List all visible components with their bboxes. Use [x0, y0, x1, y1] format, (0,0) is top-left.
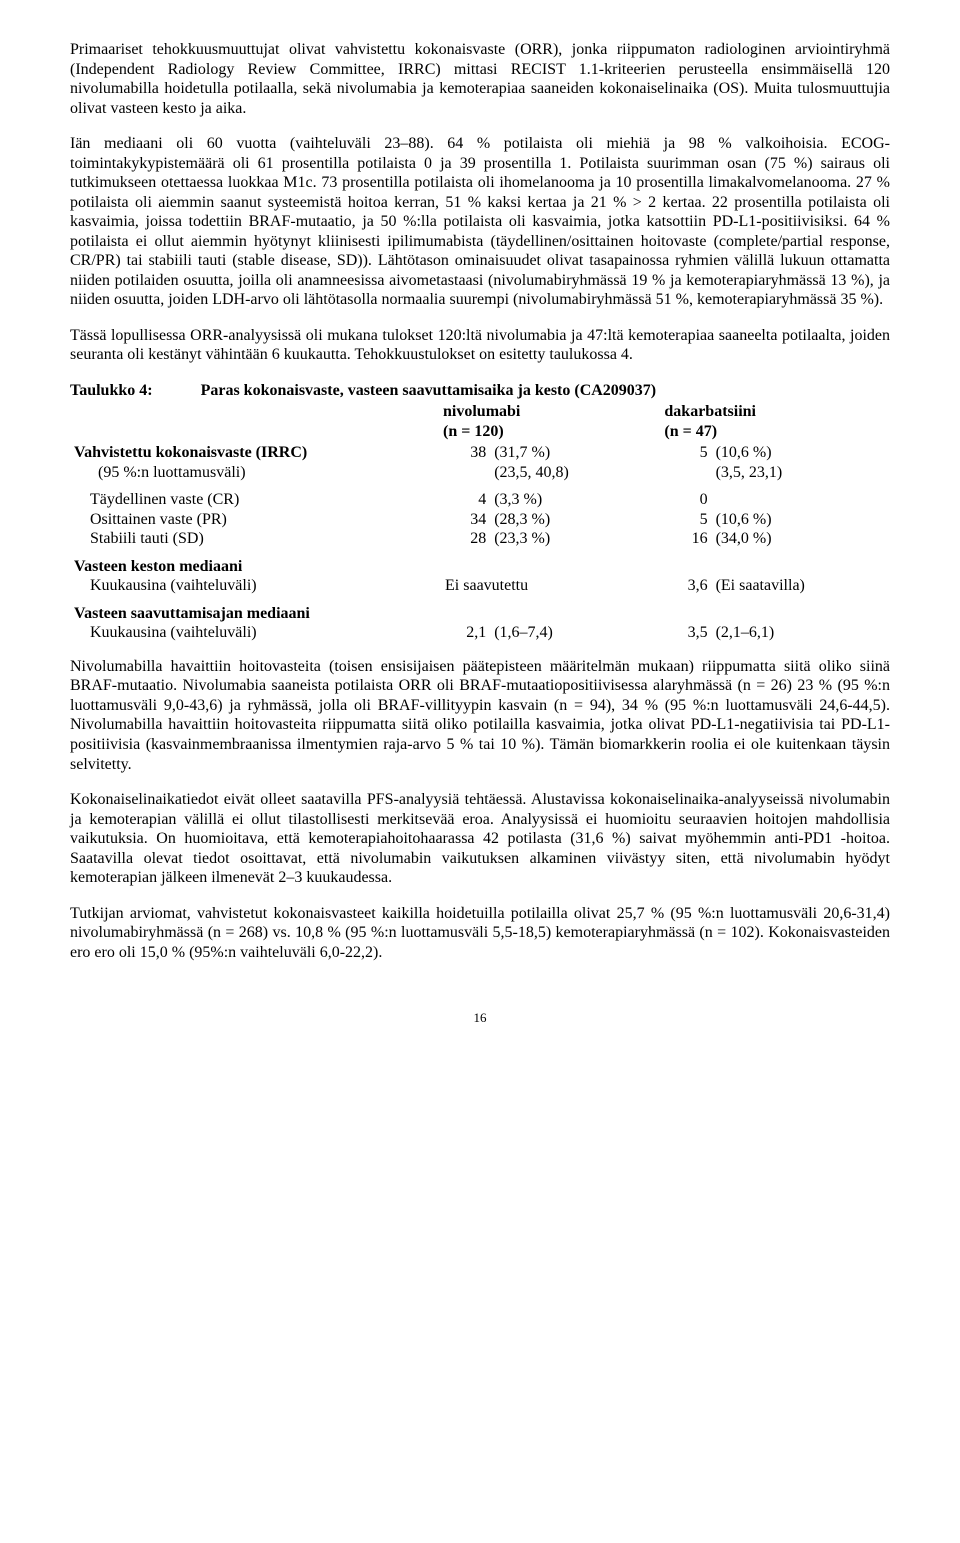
cell: 5	[660, 443, 709, 463]
row-heading: Vasteen saavuttamisajan mediaani	[70, 596, 439, 624]
table-row: Täydellinen vaste (CR) 4 (3,3 %) 0	[70, 482, 890, 510]
row-label: Osittainen vaste (PR)	[70, 510, 439, 530]
table-row: (95 %:n luottamusväli) (23,5, 40,8) (3,5…	[70, 463, 890, 483]
paragraph-6: Tutkijan arviomat, vahvistetut kokonaisv…	[70, 904, 890, 963]
cell: (3,3 %)	[488, 482, 660, 510]
cell: (28,3 %)	[488, 510, 660, 530]
table-row: Vasteen saavuttamisajan mediaani	[70, 596, 890, 624]
row-label: (95 %:n luottamusväli)	[70, 463, 439, 483]
row-label: Kuukausina (vaihteluväli)	[70, 623, 439, 643]
row-heading: Vasteen keston mediaani	[70, 549, 439, 577]
cell: (23,5, 40,8)	[488, 463, 660, 483]
paragraph-5: Kokonaiselinaikatiedot eivät olleet saat…	[70, 790, 890, 888]
cell: (Ei saatavilla)	[710, 576, 890, 596]
paragraph-4: Nivolumabilla havaittiin hoitovasteita (…	[70, 657, 890, 774]
col-nivolumabi: nivolumabi (n = 120)	[439, 402, 660, 443]
cell: 5	[660, 510, 709, 530]
row-label: Kuukausina (vaihteluväli)	[70, 576, 439, 596]
cell: (2,1–6,1)	[710, 623, 890, 643]
cell: 38	[439, 443, 488, 463]
cell: 34	[439, 510, 488, 530]
paragraph-3: Tässä lopullisessa ORR-analyysissä oli m…	[70, 326, 890, 365]
row-label: Stabiili tauti (SD)	[70, 529, 439, 549]
cell: 16	[660, 529, 709, 549]
cell: (3,5, 23,1)	[710, 463, 890, 483]
table-caption: Taulukko 4: Paras kokonaisvaste, vasteen…	[70, 381, 890, 401]
table-row: Kuukausina (vaihteluväli) Ei saavutettu …	[70, 576, 890, 596]
cell: 28	[439, 529, 488, 549]
table-title: Paras kokonaisvaste, vasteen saavuttamis…	[201, 381, 657, 401]
row-label: Vahvistettu kokonaisvaste (IRRC)	[70, 443, 439, 463]
page: Primaariset tehokkuusmuuttujat olivat va…	[0, 0, 960, 1056]
cell: (10,6 %)	[710, 510, 890, 530]
table-row: Osittainen vaste (PR) 34 (28,3 %) 5 (10,…	[70, 510, 890, 530]
cell: (34,0 %)	[710, 529, 890, 549]
col-dakarbatsiini: dakarbatsiini (n = 47)	[660, 402, 890, 443]
table-label: Taulukko 4:	[70, 381, 153, 401]
table-row: Kuukausina (vaihteluväli) 2,1 (1,6–7,4) …	[70, 623, 890, 643]
paragraph-2: Iän mediaani oli 60 vuotta (vaihteluväli…	[70, 134, 890, 310]
cell: 2,1	[439, 623, 488, 643]
cell: (23,3 %)	[488, 529, 660, 549]
row-label: Täydellinen vaste (CR)	[70, 482, 439, 510]
cell: (10,6 %)	[710, 443, 890, 463]
cell	[710, 482, 890, 510]
cell: (1,6–7,4)	[488, 623, 660, 643]
paragraph-1: Primaariset tehokkuusmuuttujat olivat va…	[70, 40, 890, 118]
cell: 3,6	[660, 576, 709, 596]
table-row: Vahvistettu kokonaisvaste (IRRC) 38 (31,…	[70, 443, 890, 463]
cell: (31,7 %)	[488, 443, 660, 463]
cell: 4	[439, 482, 488, 510]
cell: 0	[660, 482, 709, 510]
table-row: Stabiili tauti (SD) 28 (23,3 %) 16 (34,0…	[70, 529, 890, 549]
table-row: Vasteen keston mediaani	[70, 549, 890, 577]
page-number: 16	[70, 1010, 890, 1026]
results-table: nivolumabi (n = 120) dakarbatsiini (n = …	[70, 402, 890, 643]
cell: Ei saavutettu	[439, 576, 660, 596]
cell: 3,5	[660, 623, 709, 643]
